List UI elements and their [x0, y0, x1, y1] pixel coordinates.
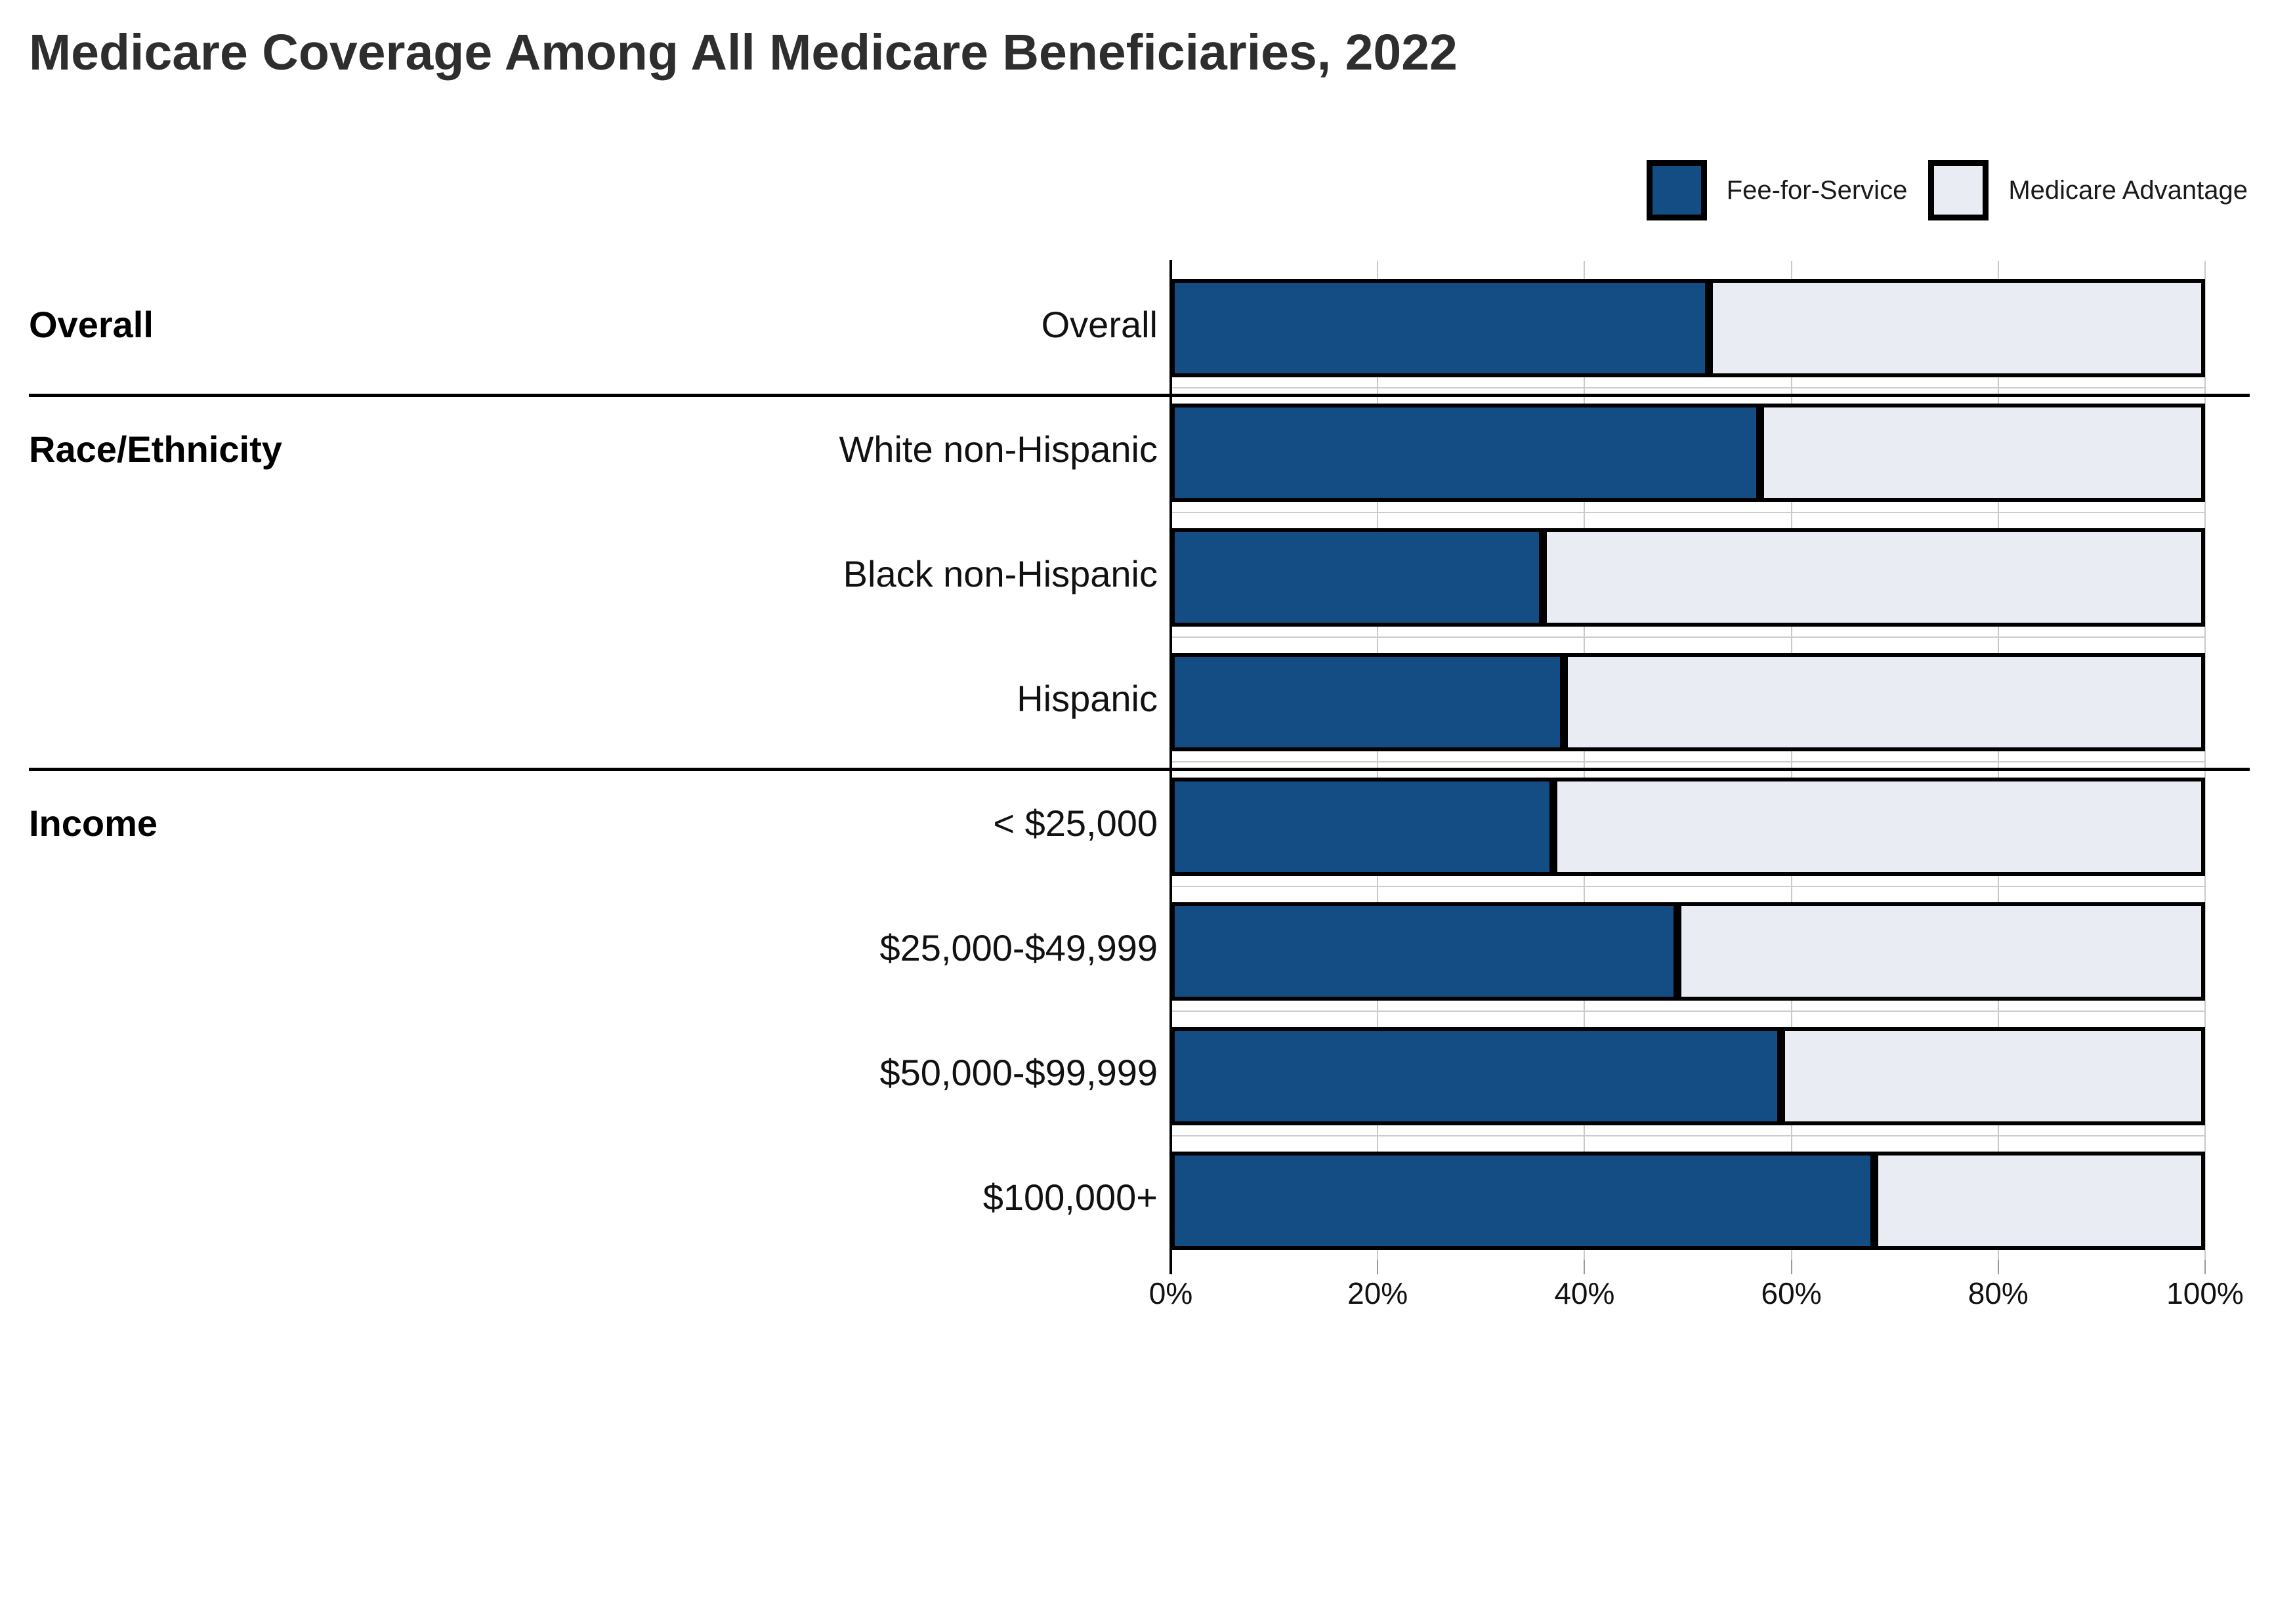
row-label: $100,000+ — [982, 1176, 1158, 1218]
x-tick-label-0: 0% — [1148, 1276, 1193, 1310]
bar-segment-fee-for-service — [1171, 902, 1678, 1001]
legend-item-fee-for-service: Fee-for-Service — [1646, 160, 1908, 220]
bar-row-income-50k-99k: $50,000-$99,999 — [0, 1010, 2274, 1135]
bar-row-income-25k-49k: $25,000-$49,999 — [0, 886, 2274, 1010]
row-separator — [1171, 1135, 2205, 1136]
legend-swatch-fee-for-service — [1646, 160, 1707, 220]
section-divider-race-ethnicity — [29, 394, 2250, 397]
legend-swatch-medicare-advantage — [1928, 160, 1989, 220]
stacked-bar — [1171, 404, 2205, 502]
x-tick — [1790, 1260, 1792, 1274]
row-separator — [1171, 761, 2205, 762]
bar-segment-medicare-advantage — [1563, 653, 2205, 751]
page-title: Medicare Coverage Among All Medicare Ben… — [29, 24, 1458, 81]
bar-segment-fee-for-service — [1171, 528, 1544, 627]
x-tick-label-100: 100% — [2166, 1276, 2244, 1310]
x-tick — [2204, 1260, 2206, 1274]
legend-label-medicare-advantage: Medicare Advantage — [2008, 175, 2248, 205]
row-label: $25,000-$49,999 — [879, 927, 1158, 968]
x-tick-label-20: 20% — [1347, 1276, 1408, 1310]
bar-segment-medicare-advantage — [1708, 279, 2205, 377]
row-separator — [1171, 387, 2205, 388]
stacked-bar — [1171, 1152, 2205, 1250]
x-tick-label-40: 40% — [1554, 1276, 1615, 1310]
bar-segment-fee-for-service — [1171, 279, 1709, 377]
row-separator — [1171, 636, 2205, 638]
legend: Fee-for-Service Medicare Advantage — [1646, 160, 2248, 220]
bar-segment-medicare-advantage — [1677, 902, 2205, 1001]
row-separator — [1171, 886, 2205, 887]
group-label-race-ethnicity: Race/Ethnicity — [29, 428, 282, 470]
bar-segment-medicare-advantage — [1553, 778, 2205, 876]
y-axis-line — [1169, 260, 1172, 1274]
x-tick — [1584, 1260, 1586, 1274]
group-label-overall: Overall — [29, 304, 154, 345]
bar-segment-fee-for-service — [1171, 778, 1554, 876]
bar-row-income-under-25k: < $25,000 — [0, 761, 2274, 886]
legend-label-fee-for-service: Fee-for-Service — [1726, 175, 1908, 205]
bar-segment-medicare-advantage — [1760, 404, 2205, 502]
bar-row-black-non-hispanic: Black non-Hispanic — [0, 512, 2274, 636]
bar-segment-fee-for-service — [1171, 404, 1761, 502]
stacked-bar — [1171, 902, 2205, 1001]
row-separator — [1171, 512, 2205, 513]
bar-segment-medicare-advantage — [1874, 1152, 2205, 1250]
bar-segment-fee-for-service — [1171, 653, 1564, 751]
row-label: < $25,000 — [993, 802, 1158, 844]
x-tick-label-80: 80% — [1968, 1276, 2029, 1310]
row-label: Overall — [1041, 304, 1158, 345]
bar-segment-medicare-advantage — [1780, 1027, 2205, 1125]
stacked-bar — [1171, 1027, 2205, 1125]
legend-item-medicare-advantage: Medicare Advantage — [1928, 160, 2248, 220]
row-label: Hispanic — [1017, 678, 1158, 719]
bar-row-income-100k-plus: $100,000+ — [0, 1135, 2274, 1260]
gridline-100 — [2204, 261, 2206, 1261]
stacked-bar — [1171, 528, 2205, 627]
group-label-income: Income — [29, 802, 158, 844]
bar-segment-medicare-advantage — [1543, 528, 2205, 627]
bar-row-overall: Overall — [0, 262, 2274, 387]
row-label: White non-Hispanic — [839, 428, 1158, 470]
x-tick-label-60: 60% — [1761, 1276, 1822, 1310]
stacked-bar — [1171, 653, 2205, 751]
stacked-bar — [1171, 279, 2205, 377]
bar-segment-fee-for-service — [1171, 1027, 1781, 1125]
x-tick — [1377, 1260, 1379, 1274]
bar-row-hispanic: Hispanic — [0, 636, 2274, 761]
bar-segment-fee-for-service — [1171, 1152, 1874, 1250]
row-label: $50,000-$99,999 — [879, 1052, 1158, 1093]
row-separator — [1171, 1010, 2205, 1012]
stacked-bar — [1171, 778, 2205, 876]
section-divider-income — [29, 768, 2250, 771]
bar-row-white-non-hispanic: White non-Hispanic — [0, 387, 2274, 512]
row-label: Black non-Hispanic — [843, 553, 1158, 594]
x-tick — [1997, 1260, 1999, 1274]
